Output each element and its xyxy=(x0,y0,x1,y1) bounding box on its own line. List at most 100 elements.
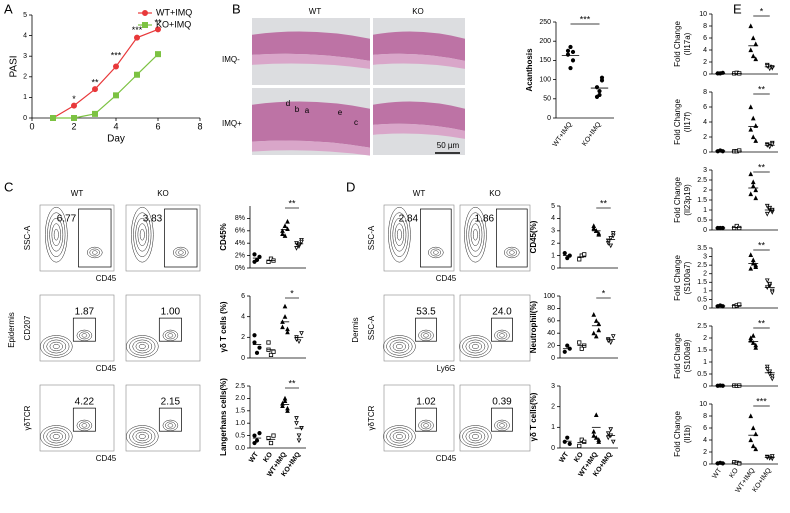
point xyxy=(591,225,597,231)
contour xyxy=(472,228,478,241)
point xyxy=(750,340,756,345)
contour xyxy=(395,434,403,439)
layer-label: c xyxy=(354,118,358,127)
point xyxy=(282,398,288,403)
point xyxy=(562,251,567,256)
point xyxy=(591,330,597,336)
dermis xyxy=(373,53,465,69)
point xyxy=(280,228,285,233)
gate xyxy=(491,317,513,342)
point xyxy=(767,281,773,287)
contour xyxy=(395,344,403,349)
y-tick-label: 2% xyxy=(235,252,245,259)
y-tick-label: 0 xyxy=(703,149,707,156)
contour xyxy=(496,421,508,430)
contour xyxy=(43,427,70,446)
y-axis-label: Fold Change xyxy=(673,255,682,301)
y-tick-label: 2 xyxy=(703,134,707,141)
y-tick-label: 80 xyxy=(547,305,555,312)
y-tick-label: 2 xyxy=(703,187,707,194)
y-axis-label: PASI xyxy=(9,55,20,77)
point xyxy=(252,333,257,338)
gate xyxy=(491,407,513,432)
y-tick-label: 2.5 xyxy=(697,177,707,184)
y-axis-label: (Il1b) xyxy=(683,425,692,444)
column-label: KO xyxy=(489,189,501,198)
significance: ** xyxy=(91,77,99,87)
contour xyxy=(494,419,510,432)
point xyxy=(767,369,773,375)
contour xyxy=(52,344,60,349)
point xyxy=(753,446,759,452)
contour xyxy=(423,333,429,338)
point xyxy=(767,66,773,72)
contour xyxy=(162,329,179,342)
y-axis-label: Fold Change xyxy=(673,177,682,223)
y-axis-label: (Il17f) xyxy=(683,111,692,132)
contour xyxy=(81,333,88,338)
gate-value: 0.39 xyxy=(492,397,512,408)
region-label: Epidermis xyxy=(7,312,16,348)
point xyxy=(608,236,614,241)
point xyxy=(591,428,597,434)
point xyxy=(591,223,597,228)
point xyxy=(769,65,775,70)
y-tick-label: 2.5 xyxy=(697,262,707,269)
point xyxy=(71,115,78,122)
point xyxy=(285,329,290,335)
flow-plot xyxy=(125,384,201,452)
point xyxy=(753,345,759,350)
flow-y-label: γδTCR xyxy=(23,405,32,430)
y-tick-label: 2 xyxy=(703,335,707,342)
point xyxy=(764,211,770,217)
point xyxy=(294,416,299,421)
y-tick-label: 1 xyxy=(703,207,707,214)
category-label: WT xyxy=(248,451,260,465)
point xyxy=(254,438,260,443)
contour xyxy=(383,335,416,358)
point xyxy=(565,48,571,53)
point xyxy=(579,346,584,351)
y-tick-label: 100 xyxy=(539,76,551,83)
point xyxy=(737,225,742,231)
y-tick-label: 20 xyxy=(547,342,555,349)
flow-plot xyxy=(383,384,455,452)
y-tick-label: 50 xyxy=(543,96,551,103)
x-tick-label: 2 xyxy=(71,121,76,131)
column-label: WT xyxy=(71,189,84,198)
point xyxy=(750,35,756,41)
y-tick-label: 0 xyxy=(551,445,555,452)
gate xyxy=(72,407,96,432)
point xyxy=(296,438,302,444)
y-axis-label: (Il23p19) xyxy=(683,184,692,216)
y-tick-label: 1 xyxy=(703,288,707,295)
series-line xyxy=(53,53,159,119)
point xyxy=(570,58,576,63)
y-tick-label: 6 xyxy=(241,293,245,300)
y-tick-label: 0 xyxy=(551,265,555,272)
point xyxy=(268,440,274,446)
contour xyxy=(49,341,63,352)
point xyxy=(767,455,773,461)
point xyxy=(299,331,304,336)
contour xyxy=(465,429,486,444)
gate xyxy=(158,407,182,432)
y-tick-label: 4 xyxy=(703,437,707,444)
y-tick-label: 10 xyxy=(699,401,707,408)
flow-plot xyxy=(39,294,115,362)
row-label: IMQ+ xyxy=(222,119,242,128)
legend-label: KO+IMQ xyxy=(156,19,191,29)
legend-marker xyxy=(141,9,148,16)
point xyxy=(764,367,770,372)
y-tick-label: 4 xyxy=(703,47,707,54)
point xyxy=(252,340,257,345)
point xyxy=(764,64,770,69)
flow-y-label: γδTCR xyxy=(367,405,376,430)
significance: *** xyxy=(756,396,767,406)
flow-plot xyxy=(459,384,531,452)
contour xyxy=(135,431,149,442)
point xyxy=(133,71,140,78)
contour xyxy=(494,329,510,342)
contour xyxy=(509,250,515,255)
